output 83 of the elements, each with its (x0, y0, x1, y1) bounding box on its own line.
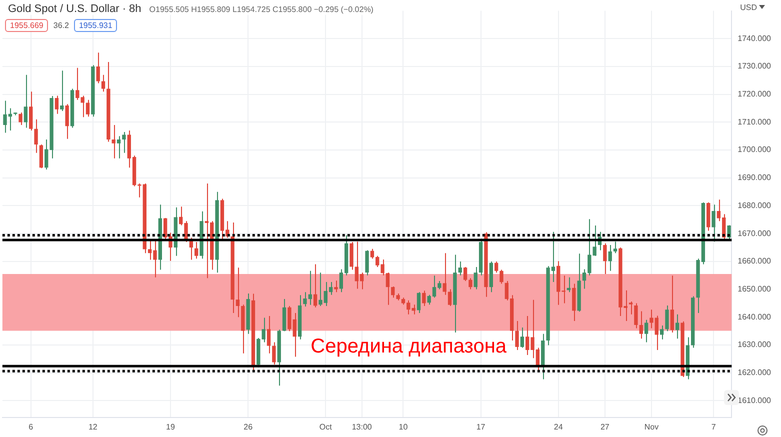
candlestick (334, 280, 338, 293)
candlestick (386, 272, 390, 306)
x-tick-label: Oct (319, 422, 333, 432)
annotation: 1955.931 (74, 19, 118, 32)
y-tick-label: 1650.000 (738, 284, 772, 294)
candlestick (474, 266, 478, 290)
x-tick-label: 13:00 (352, 422, 372, 432)
candlestick (391, 286, 395, 298)
y-tick-label: 1640.000 (738, 312, 772, 322)
annotation: 36.2 (53, 21, 69, 30)
candlestick (634, 302, 638, 329)
y-tick-label: 1680.000 (738, 200, 772, 210)
x-tick-label: 19 (166, 422, 176, 432)
y-tick-label: 1610.000 (738, 396, 772, 405)
candlestick (500, 269, 504, 284)
chart-title: Gold Spot / U.S. Dollar · 8h (8, 3, 142, 15)
y-tick-label: 1690.000 (738, 173, 772, 182)
y-tick-label: 1660.000 (738, 256, 772, 266)
candlestick (670, 275, 674, 333)
candlestick (350, 241, 354, 270)
y-tick-label: 1740.000 (738, 34, 772, 43)
candlestick (194, 241, 198, 260)
x-tick-label: 10 (398, 422, 408, 432)
candlestick (54, 95, 59, 114)
candlestick (96, 52, 100, 84)
candlestick (494, 260, 498, 274)
x-tick-label: 26 (244, 422, 254, 432)
candlestick (442, 252, 446, 296)
candlestick (422, 290, 426, 307)
candlestick (448, 288, 452, 307)
y-tick-label: 1630.000 (738, 340, 772, 350)
y-tick-label: 1670.000 (738, 228, 772, 238)
candlestick (365, 250, 369, 276)
x-tick-label: 24 (554, 422, 564, 432)
candlestick (236, 267, 240, 318)
candlestick (416, 292, 421, 314)
candlestick (86, 99, 90, 118)
candlestick (112, 124, 116, 159)
candlestick (24, 74, 28, 128)
candlestick (122, 131, 126, 154)
candlestick (282, 298, 286, 332)
candlestick (665, 304, 669, 332)
x-tick-label: 27 (600, 422, 610, 432)
x-tick-label: 7 (711, 422, 716, 432)
x-tick-label: 17 (476, 422, 486, 432)
candlestick (272, 342, 276, 365)
y-tick-label: 1710.000 (738, 117, 772, 126)
candlestick (458, 260, 462, 276)
candlestick (18, 112, 22, 126)
candlestick (65, 104, 69, 140)
annotation: O1955.505 H1955.809 L1954.725 C1955.800 −0.295 (−0.02%) (149, 5, 374, 14)
candlestick (468, 278, 472, 290)
candlestick (515, 320, 519, 351)
annotation: 1955.669 (5, 19, 48, 32)
candlestick (520, 326, 524, 348)
candlestick (628, 301, 633, 315)
candlestick (463, 266, 468, 282)
candlestick (644, 319, 648, 343)
y-tick-label: 1720.000 (738, 90, 772, 99)
candlestick (39, 144, 44, 169)
candlestick (572, 283, 576, 322)
candlestick (34, 118, 38, 154)
candlestick (660, 325, 664, 340)
x-tick-label: 12 (88, 422, 98, 432)
candlestick (613, 241, 618, 254)
candlestick (639, 310, 643, 340)
candlestick (60, 70, 64, 112)
y-tick-label: 1620.000 (738, 368, 772, 378)
x-tick-label: Nov (644, 422, 659, 432)
candlestick (266, 316, 271, 354)
x-tick-label: 6 (28, 422, 34, 432)
candlestick (29, 91, 33, 132)
candlestick (727, 224, 731, 240)
candlestick (608, 244, 612, 272)
band-label: Середина диапазона (310, 335, 508, 358)
y-tick-label: 1700.000 (738, 145, 772, 154)
candlestick (101, 74, 106, 92)
candlestick (603, 242, 607, 274)
candlestick (675, 314, 680, 340)
y-tick-label: 1730.000 (738, 62, 772, 71)
candlestick (313, 264, 318, 308)
y-axis-title: USD (740, 3, 757, 12)
candlestick (116, 136, 121, 159)
